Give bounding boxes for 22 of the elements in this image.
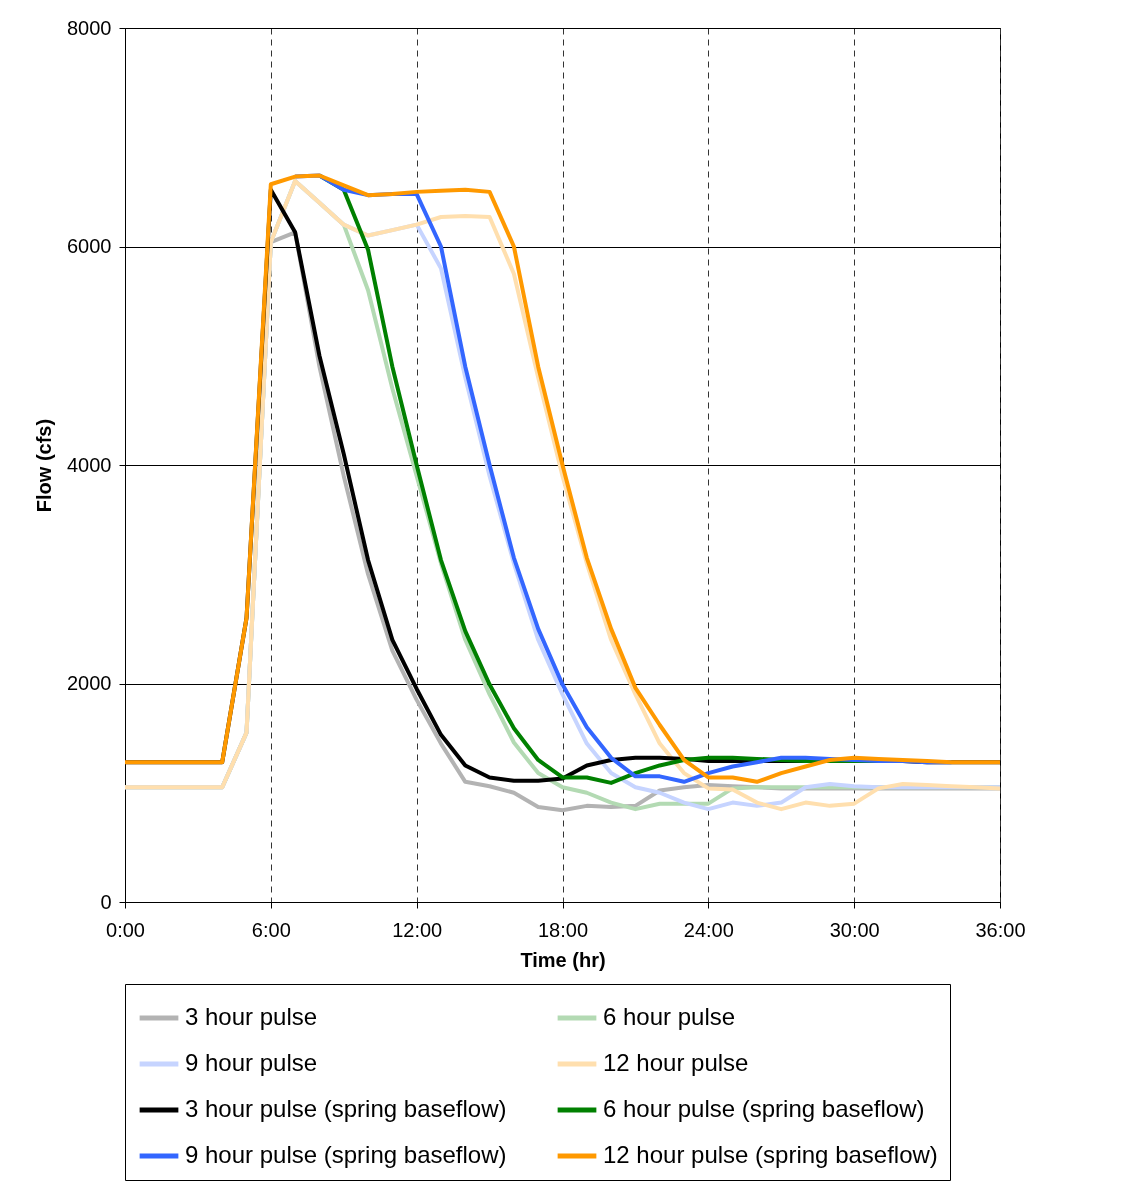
x-tick-label: 12:00: [392, 918, 443, 941]
y-tick-label: 0: [100, 890, 112, 913]
x-tick-label: 0:00: [106, 918, 145, 941]
legend-label: 6 hour pulse: [603, 1003, 736, 1030]
y-axis-title: Flow (cfs): [33, 418, 56, 513]
y-tick-label: 2000: [67, 672, 112, 694]
legend-label: 6 hour pulse (spring baseflow): [603, 1095, 925, 1122]
x-tick-label: 36:00: [975, 918, 1026, 941]
legend-label: 3 hour pulse (spring baseflow): [185, 1095, 507, 1122]
x-tick-label: 24:00: [683, 918, 734, 941]
x-tick-label: 30:00: [829, 918, 880, 941]
legend-label: 3 hour pulse: [185, 1003, 318, 1030]
legend-label: 9 hour pulse: [185, 1049, 318, 1076]
legend-label: 12 hour pulse: [603, 1049, 749, 1076]
y-tick-label: 6000: [67, 235, 112, 257]
x-tick-label: 6:00: [251, 918, 291, 941]
x-axis-title: Time (hr): [520, 948, 606, 971]
legend-label: 12 hour pulse (spring baseflow): [603, 1141, 938, 1168]
legend-label: 9 hour pulse (spring baseflow): [185, 1141, 507, 1168]
y-tick-label: 4000: [67, 453, 112, 476]
y-tick-label: 8000: [67, 16, 112, 39]
x-tick-label: 18:00: [537, 918, 589, 941]
